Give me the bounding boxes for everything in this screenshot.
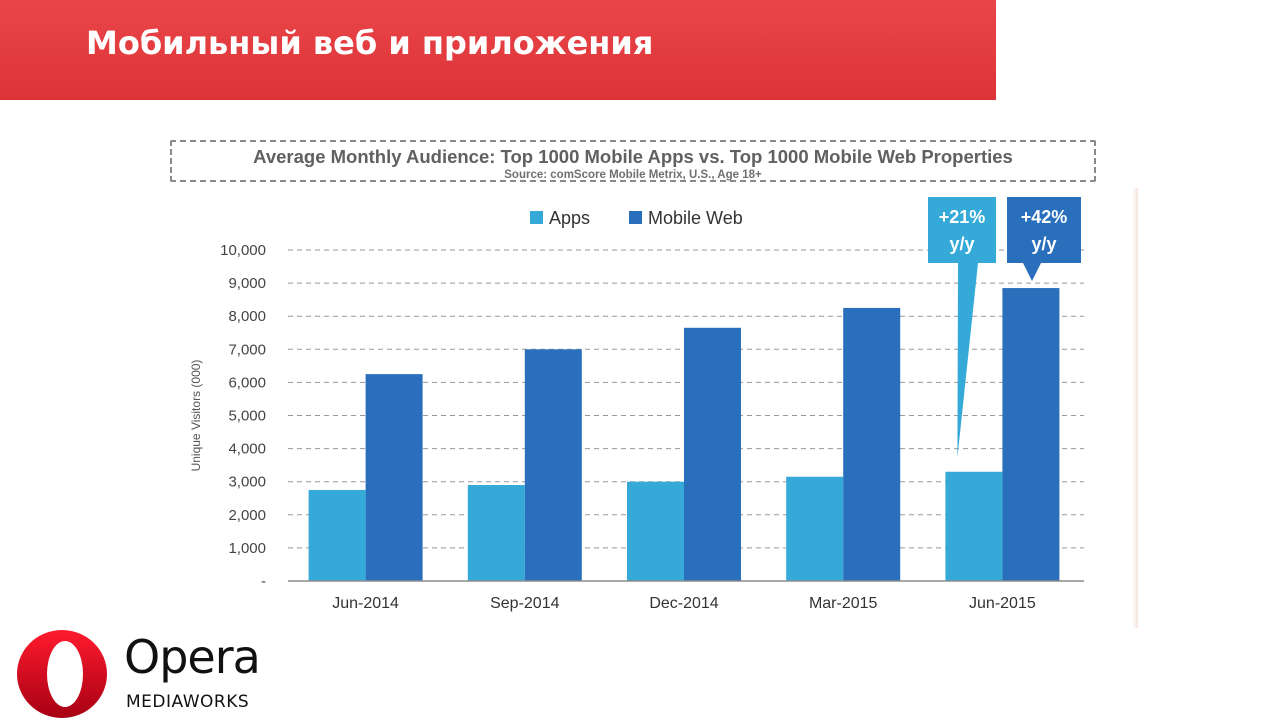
callout-shape (1007, 197, 1081, 281)
legend-swatch (530, 211, 543, 224)
callout-text-line1: +42% (1021, 207, 1068, 227)
logo-subtitle: MEDIAWORKS (126, 692, 250, 712)
y-tick-label: 10,000 (220, 242, 266, 259)
legend-label: Mobile Web (648, 208, 743, 228)
y-axis-label: Unique Visitors (000) (189, 360, 203, 472)
opera-mediaworks-logo: Opera MEDIAWORKS (14, 628, 284, 718)
bar-mobile-web-sep-2014 (524, 349, 582, 581)
bar-apps-jun-2015 (945, 471, 1003, 581)
callout-text-line2: y/y (1031, 234, 1056, 254)
header-banner: Мобильный веб и приложения (0, 0, 996, 100)
logo-wordmark: Opera (124, 630, 261, 684)
callout-text-line2: y/y (949, 234, 974, 254)
x-tick-label: Sep-2014 (490, 595, 559, 612)
y-tick-label: 4,000 (228, 441, 266, 458)
chart-title: Average Monthly Audience: Top 1000 Mobil… (253, 146, 1013, 167)
y-tick-label: 9,000 (228, 275, 266, 292)
legend-swatch (629, 211, 642, 224)
y-tick-label: 3,000 (228, 474, 266, 491)
bar-apps-mar-2015 (786, 476, 844, 581)
y-tick-label: 8,000 (228, 308, 266, 325)
opera-o-icon (17, 630, 107, 718)
axes: - 1,000 2,000 3,000 4,000 5,000 6,000 7,000 8,00… (189, 242, 1084, 612)
legend: Apps Mobile Web (530, 208, 743, 228)
y-tick-label: 5,000 (228, 408, 266, 425)
bar-apps-jun-2014 (308, 489, 366, 581)
chart-frame-edge (1132, 188, 1138, 628)
y-tick-label: 1,000 (228, 540, 266, 557)
bars (308, 288, 1060, 581)
x-tick-label: Jun-2014 (332, 595, 399, 612)
y-tick-label: 2,000 (228, 507, 266, 524)
y-tick-label: 7,000 (228, 341, 266, 358)
chart-subtitle: Source: comScore Mobile Metrix, U.S., Ag… (504, 169, 762, 181)
annotation-callout: +21% y/y (928, 197, 996, 458)
x-tick-label: Mar-2015 (809, 595, 878, 612)
callout-text-line1: +21% (939, 207, 986, 227)
bar-apps-dec-2014 (627, 481, 684, 581)
annotations: +21% y/y +42% y/y (928, 197, 1081, 458)
page-title: Мобильный веб и приложения (86, 24, 654, 62)
bar-mobile-web-jun-2014 (365, 374, 423, 581)
x-tick-label: Jun-2015 (969, 595, 1036, 612)
legend-label: Apps (549, 208, 590, 228)
x-tick-label: Dec-2014 (649, 595, 718, 612)
callout-shape (928, 197, 996, 458)
bar-mobile-web-dec-2014 (684, 327, 741, 581)
chart-title-box: Average Monthly Audience: Top 1000 Mobil… (170, 140, 1096, 182)
y-tick-label: 6,000 (228, 374, 266, 391)
y-tick-label: - (261, 573, 266, 590)
bar-mobile-web-jun-2015 (1002, 288, 1060, 581)
bar-apps-sep-2014 (467, 485, 525, 581)
bar-mobile-web-mar-2015 (843, 307, 901, 581)
annotation-callout: +42% y/y (1007, 197, 1081, 281)
